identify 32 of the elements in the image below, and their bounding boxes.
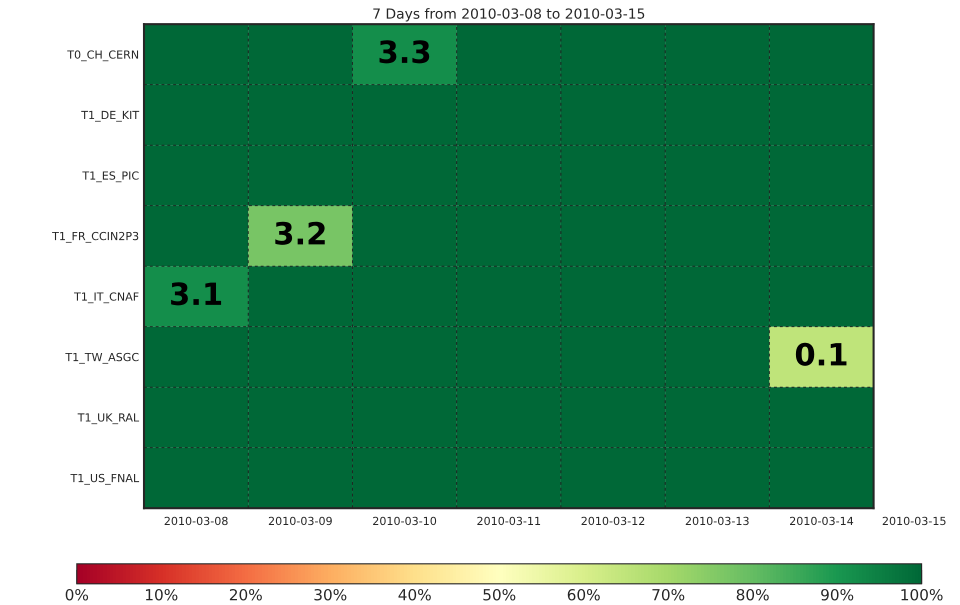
color-bar-label: 80% — [736, 588, 769, 601]
x-tick-label: 2010-03-12 — [582, 516, 644, 526]
color-bar-label: 100% — [901, 588, 943, 601]
x-tick-label: 2010-03-13 — [686, 516, 749, 526]
x-tick-label: 2010-03-09 — [268, 516, 332, 526]
y-tick-label: T1_FR_CCIN2P3 — [52, 232, 138, 243]
color-bar-label: 60% — [568, 588, 600, 601]
color-bar-label: 40% — [398, 588, 431, 601]
text: 2010-03-15 — [882, 516, 946, 526]
color-bar-label: 70% — [652, 588, 684, 601]
x-tick-label: 2010-03-10 — [373, 516, 436, 526]
x-tick-label: 2010-03-11 — [477, 516, 540, 526]
color-bar-label: 50% — [483, 588, 516, 601]
y-tick-label: T1_UK_RAL — [78, 413, 140, 424]
annotation: 3.1 — [171, 282, 222, 306]
x-tick-label: 2010-03-14 — [790, 516, 854, 526]
x-tick-label: 2010-03-08 — [164, 516, 228, 526]
annotation: 3.3 — [380, 40, 430, 64]
color-bar-label: 10% — [146, 588, 178, 601]
y-tick-label: T1_IT_CNAF — [74, 292, 138, 304]
y-tick-label: T1_ES_PIC — [82, 171, 139, 182]
chart-title: 7 Days from 2010-03-08 to 2010-03-15 — [373, 8, 644, 22]
y-tick-label: T1_TW_ASGC — [65, 352, 139, 364]
color-bar-label: 20% — [230, 588, 262, 601]
color-bar-label: 30% — [314, 588, 346, 601]
color-bar-label: 90% — [821, 588, 854, 601]
y-tick-label: T1_US_FNAL — [70, 474, 140, 485]
annotation: 3.2 — [275, 222, 325, 245]
y-tick-label: T0_CH_CERN — [67, 50, 138, 62]
color-bar-label: 0% — [66, 588, 88, 601]
annotation: 0.1 — [796, 342, 846, 366]
y-tick-label: T1_DE_KIT — [81, 110, 140, 122]
